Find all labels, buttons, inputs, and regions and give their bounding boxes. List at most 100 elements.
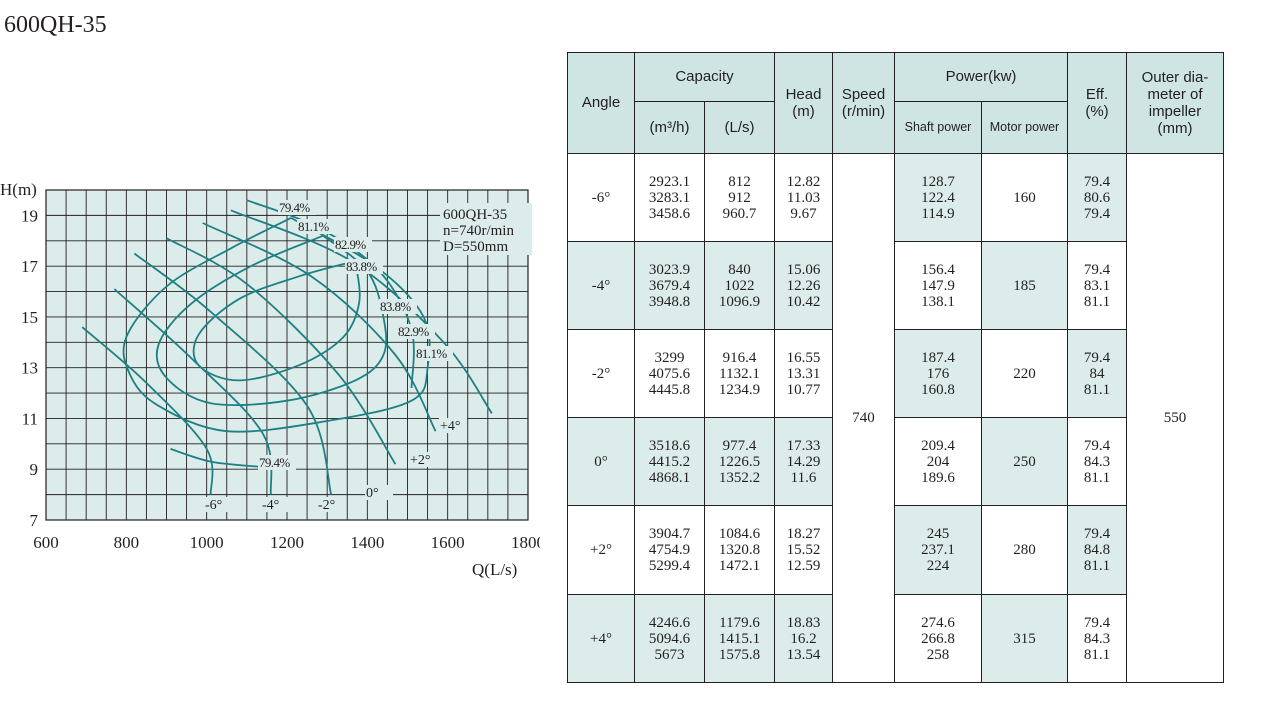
curve-label-bg <box>317 497 345 512</box>
angle-curve-label: -4° <box>262 498 279 513</box>
header-capacity-ls: (L/s) <box>704 101 775 154</box>
page-title: 600QH-35 <box>4 12 107 38</box>
header-power: Power(kw) <box>894 52 1068 102</box>
header-head: Head (m) <box>774 52 833 154</box>
efficiency-contour-label: 81.1% <box>298 219 329 234</box>
info-diameter: D=550mm <box>443 239 508 255</box>
curve-label-bg <box>365 485 393 500</box>
efficiency-contour-label: 82.9% <box>398 324 429 339</box>
angle-curve <box>166 237 397 465</box>
table-row: -6° 2923.1 3283.1 3458.6 812 912 960.7 12.8… <box>567 153 1224 683</box>
x-tick-label: 1800 <box>511 533 540 552</box>
shaft-power-cell: 245 237.1 224 <box>894 505 982 595</box>
shaft-power-cell: 156.4 147.9 138.1 <box>894 241 982 330</box>
motor-power-cell: 280 <box>981 505 1068 595</box>
capacity-ls-cell: 812 912 960.7 <box>704 153 775 242</box>
header-outer-diameter: Outer dia- meter of impeller (mm) <box>1126 52 1224 154</box>
header-capacity-m3h: (m³/h) <box>634 101 705 154</box>
head-cell: 16.55 13.31 10.77 <box>774 329 833 418</box>
curve-labels: 79.4% 81.1% 82.9% 83.8% 83.8% 82.9% 81.1% 79.4%… <box>204 200 467 513</box>
angle-curve-label: -6° <box>205 498 222 513</box>
capacity-ls-cell: 840 1022 1096.9 <box>704 241 775 330</box>
contour-label-bg <box>258 455 296 470</box>
capacity-m3h-cell: 4246.6 5094.6 5673 <box>634 594 705 683</box>
y-tick-label: 13 <box>21 359 38 378</box>
motor-power-cell: 220 <box>981 329 1068 418</box>
angle-curve-label: +4° <box>440 419 461 434</box>
capacity-m3h-cell: 3299 4075.6 4445.8 <box>634 329 705 418</box>
table-row: +4° 4246.6 5094.6 5673 1179.6 1415.1 1575.… <box>567 594 1224 683</box>
y-tick-label: 11 <box>22 409 38 428</box>
y-tick-label: 9 <box>30 460 39 479</box>
angle-curve <box>81 326 214 495</box>
efficiency-contour-label: 79.4% <box>279 200 310 215</box>
angle-cell: -2° <box>567 329 635 418</box>
angle-curve <box>133 252 333 495</box>
angle-curve <box>202 222 437 432</box>
performance-chart: 600 800 1000 1200 1400 1600 1800 7 9 11 13 15 17 19 7… <box>0 180 540 579</box>
tick-labels: 600 800 1000 1200 1400 1600 1800 7 9 11 13 15 17 19 <box>21 206 540 552</box>
capacity-ls-cell: 1179.6 1415.1 1575.8 <box>704 594 775 683</box>
angle-cell: +4° <box>567 594 635 683</box>
head-cell: 18.83 16.2 13.54 <box>774 594 833 683</box>
contour-label-bg <box>415 346 453 361</box>
shaft-power-cell: 274.6 266.8 258 <box>894 594 982 683</box>
y-tick-label: 7 <box>30 511 39 530</box>
header-efficiency: Eff. (%) <box>1067 52 1127 154</box>
outer-diameter-cell: 550 <box>1126 153 1224 683</box>
table-body: -6° 2923.1 3283.1 3458.6 812 912 960.7 12.8… <box>567 153 1224 683</box>
capacity-m3h-cell: 3023.9 3679.4 3948.8 <box>634 241 705 330</box>
efficiency-contour-label: 81.1% <box>416 346 447 361</box>
curve-label-bg <box>409 452 437 467</box>
info-speed: n=740r/min <box>443 223 514 239</box>
motor-power-cell: 185 <box>981 241 1068 330</box>
curve-label-bg <box>204 497 232 512</box>
capacity-ls-cell: 1084.6 1320.8 1472.1 <box>704 505 775 595</box>
x-tick-label: 1000 <box>190 533 224 552</box>
x-tick-label: 1400 <box>350 533 384 552</box>
shaft-power-cell: 187.4 176 160.8 <box>894 329 982 418</box>
efficiency-contour-label: 83.8% <box>380 299 411 314</box>
performance-table: Angle Capacity Head (m) Speed (r/min) Po… <box>567 52 1224 683</box>
x-tick-label: 1200 <box>270 533 304 552</box>
x-tick-label: 600 <box>33 533 59 552</box>
header-motor-power: Motor power <box>981 101 1068 154</box>
contour-label-bg <box>278 200 316 215</box>
contour-label-bg <box>297 219 335 234</box>
table-row: -4° 3023.9 3679.4 3948.8 840 1022 1096.9 15… <box>567 241 1224 330</box>
head-cell: 15.06 12.26 10.42 <box>774 241 833 330</box>
capacity-m3h-cell: 3904.7 4754.9 5299.4 <box>634 505 705 595</box>
performance-table-wrap: Angle Capacity Head (m) Speed (r/min) Po… <box>567 52 1224 683</box>
info-box: 600QH-35 n=740r/min D=550mm <box>440 203 532 255</box>
angle-cell: +2° <box>567 505 635 595</box>
head-cell: 17.33 14.29 11.6 <box>774 417 833 506</box>
table-row: +2° 3904.7 4754.9 5299.4 1084.6 1320.8 147… <box>567 505 1224 595</box>
table-row: 0° 3518.6 4415.2 4868.1 977.4 1226.5 1352.… <box>567 417 1224 506</box>
capacity-m3h-cell: 2923.1 3283.1 3458.6 <box>634 153 705 242</box>
contour-label-bg <box>397 324 435 339</box>
info-box-bg <box>440 203 532 255</box>
info-model: 600QH-35 <box>443 207 507 223</box>
angle-curve-label: +2° <box>410 453 431 468</box>
contour-label-bg <box>334 237 372 252</box>
contour-label-bg <box>345 259 383 274</box>
efficiency-cell: 79.4 84 81.1 <box>1067 329 1127 418</box>
y-tick-label: 19 <box>21 206 38 225</box>
efficiency-cell: 79.4 83.1 81.1 <box>1067 241 1127 330</box>
plot-frame <box>45 189 529 521</box>
header-capacity: Capacity <box>634 52 775 102</box>
x-tick-label: 1600 <box>431 533 465 552</box>
efficiency-contour-line <box>155 234 388 406</box>
head-cell: 18.27 15.52 12.59 <box>774 505 833 595</box>
curve-label-bg <box>439 418 467 433</box>
efficiency-cell: 79.4 84.3 81.1 <box>1067 594 1127 683</box>
speed-cell: 740 <box>832 153 895 683</box>
y-axis-label: H(m) <box>0 180 37 199</box>
angle-curve <box>230 209 493 414</box>
angle-cell: -4° <box>567 241 635 330</box>
motor-power-cell: 160 <box>981 153 1068 242</box>
efficiency-contour-label: 83.8% <box>346 259 377 274</box>
efficiency-contour-label: 79.4% <box>259 455 290 470</box>
capacity-m3h-cell: 3518.6 4415.2 4868.1 <box>634 417 705 506</box>
efficiency-contour-label: 82.9% <box>335 237 366 252</box>
